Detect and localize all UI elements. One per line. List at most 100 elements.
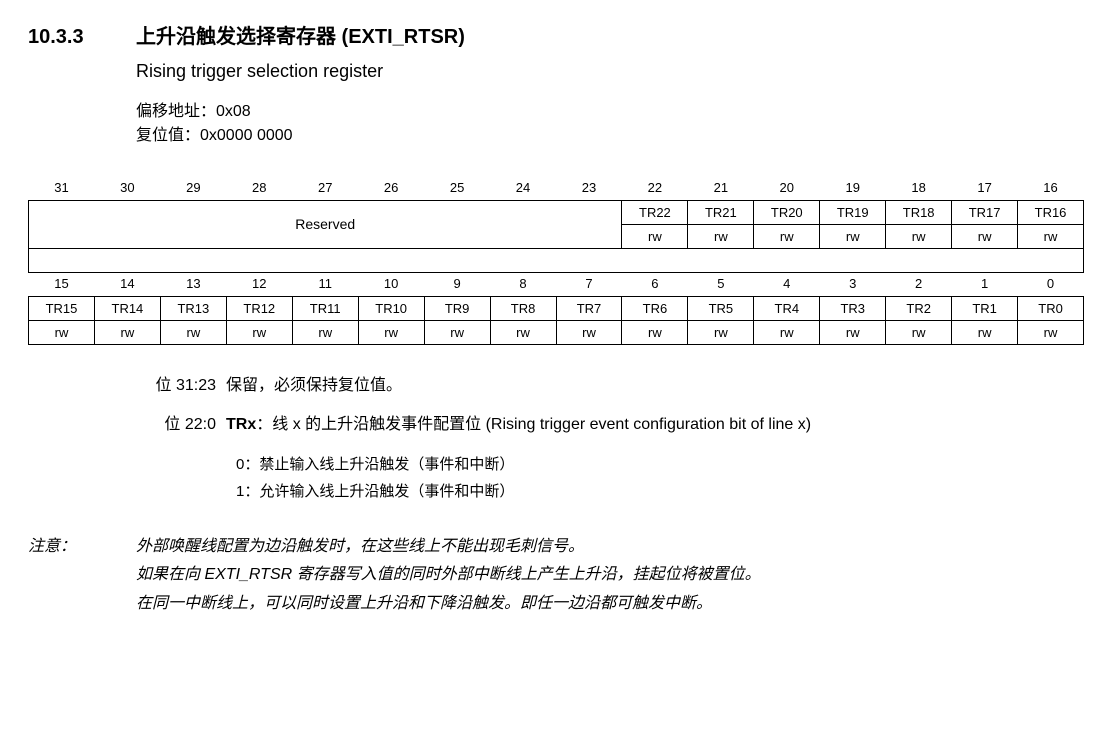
- access-cell: rw: [358, 320, 424, 344]
- field-cell: TR19: [820, 200, 886, 224]
- field-description-trx: 位 22:0 TRx：线 x 的上升沿触发事件配置位 (Rising trigg…: [136, 412, 1084, 438]
- field-cell: TR13: [160, 296, 226, 320]
- access-cell: rw: [490, 320, 556, 344]
- bitnum: 17: [952, 176, 1018, 200]
- field-cell: TR9: [424, 296, 490, 320]
- field-cell: TR0: [1018, 296, 1084, 320]
- field-name: TRx: [226, 416, 256, 433]
- access-cell: rw: [1018, 320, 1084, 344]
- access-cell: rw: [29, 320, 95, 344]
- field-cell: TR12: [226, 296, 292, 320]
- field-cell: TR1: [952, 296, 1018, 320]
- note-line: 如果在向 EXTI_RTSR 寄存器写入值的同时外部中断线上产生上升沿，挂起位将…: [136, 561, 1084, 590]
- access-cell: rw: [1018, 224, 1084, 248]
- note-block: 注意： 外部唤醒线配置为边沿触发时，在这些线上不能出现毛刺信号。 如果在向 EX…: [28, 533, 1084, 619]
- bitnum: 14: [94, 272, 160, 296]
- access-cell: rw: [688, 320, 754, 344]
- bitnum: 28: [226, 176, 292, 200]
- field-cell: TR16: [1018, 200, 1084, 224]
- bitnum: 23: [556, 176, 622, 200]
- bitnum: 13: [160, 272, 226, 296]
- access-cell: rw: [952, 320, 1018, 344]
- access-cell: rw: [226, 320, 292, 344]
- field-bits: 位 22:0: [136, 412, 226, 438]
- bitnum: 4: [754, 272, 820, 296]
- note-label: 注意：: [28, 533, 136, 562]
- bitnum: 10: [358, 272, 424, 296]
- bitnum: 25: [424, 176, 490, 200]
- field-cell: TR11: [292, 296, 358, 320]
- access-cell: rw: [886, 224, 952, 248]
- field-cell: TR18: [886, 200, 952, 224]
- access-cell: rw: [292, 320, 358, 344]
- field-cell: TR8: [490, 296, 556, 320]
- bitnum: 3: [820, 272, 886, 296]
- access-cell: rw: [622, 224, 688, 248]
- bitnum: 16: [1018, 176, 1084, 200]
- field-text: 保留，必须保持复位值。: [226, 373, 1084, 399]
- field-cell: TR15: [29, 296, 95, 320]
- reset-value: 复位值：0x0000 0000: [136, 124, 1084, 148]
- field-value-1: 1：允许输入线上升沿触发（事件和中断）: [236, 479, 1084, 505]
- bitnum: 2: [886, 272, 952, 296]
- field-cell: TR5: [688, 296, 754, 320]
- field-cell: TR6: [622, 296, 688, 320]
- access-cell: rw: [754, 224, 820, 248]
- bitnum: 18: [886, 176, 952, 200]
- bitnum: 19: [820, 176, 886, 200]
- field-bits: 位 31:23: [136, 373, 226, 399]
- bitnum: 9: [424, 272, 490, 296]
- bitnum: 1: [952, 272, 1018, 296]
- section-title: 上升沿触发选择寄存器 (EXTI_RTSR): [136, 20, 465, 49]
- access-cell: rw: [622, 320, 688, 344]
- field-text: 线 x 的上升沿触发事件配置位 (Rising trigger event co…: [272, 416, 811, 433]
- bitnum: 20: [754, 176, 820, 200]
- bitnum: 7: [556, 272, 622, 296]
- field-cell: TR3: [820, 296, 886, 320]
- bitnum: 21: [688, 176, 754, 200]
- bitnum: 31: [29, 176, 95, 200]
- bitnum: 5: [688, 272, 754, 296]
- bitnum: 11: [292, 272, 358, 296]
- section-subtitle-en: Rising trigger selection register: [136, 61, 1084, 82]
- access-cell: rw: [754, 320, 820, 344]
- field-cell: TR14: [94, 296, 160, 320]
- access-cell: rw: [820, 224, 886, 248]
- access-cell: rw: [952, 224, 1018, 248]
- bitnum: 24: [490, 176, 556, 200]
- bitnum: 6: [622, 272, 688, 296]
- note-line: 在同一中断线上，可以同时设置上升沿和下降沿触发。即任一边沿都可触发中断。: [136, 590, 1084, 619]
- access-cell: rw: [886, 320, 952, 344]
- register-bitmap: 31 30 29 28 27 26 25 24 23 22 21 20 19 1…: [28, 176, 1084, 345]
- field-cell: TR7: [556, 296, 622, 320]
- bitnum: 15: [29, 272, 95, 296]
- bitnum: 27: [292, 176, 358, 200]
- bitnum: 0: [1018, 272, 1084, 296]
- bitnum: 22: [622, 176, 688, 200]
- access-cell: rw: [820, 320, 886, 344]
- reserved-cell: Reserved: [29, 200, 622, 248]
- field-description-reserved: 位 31:23 保留，必须保持复位值。: [136, 373, 1084, 399]
- field-cell: TR10: [358, 296, 424, 320]
- field-cell: TR17: [952, 200, 1018, 224]
- access-cell: rw: [160, 320, 226, 344]
- field-sep: ：: [256, 416, 272, 433]
- note-register-name: EXTI_RTSR: [204, 566, 292, 583]
- field-cell: TR20: [754, 200, 820, 224]
- bitnum: 30: [94, 176, 160, 200]
- access-cell: rw: [94, 320, 160, 344]
- bitnum: 26: [358, 176, 424, 200]
- field-cell: TR21: [688, 200, 754, 224]
- section-number: 10.3.3: [28, 26, 136, 49]
- note-line: 外部唤醒线配置为边沿触发时，在这些线上不能出现毛刺信号。: [136, 533, 1084, 562]
- field-cell: TR2: [886, 296, 952, 320]
- bitnum: 29: [160, 176, 226, 200]
- bitnum: 12: [226, 272, 292, 296]
- access-cell: rw: [556, 320, 622, 344]
- field-cell: TR4: [754, 296, 820, 320]
- bitnum: 8: [490, 272, 556, 296]
- field-value-0: 0：禁止输入线上升沿触发（事件和中断）: [236, 452, 1084, 478]
- offset-address: 偏移地址：0x08: [136, 100, 1084, 124]
- field-cell: TR22: [622, 200, 688, 224]
- access-cell: rw: [688, 224, 754, 248]
